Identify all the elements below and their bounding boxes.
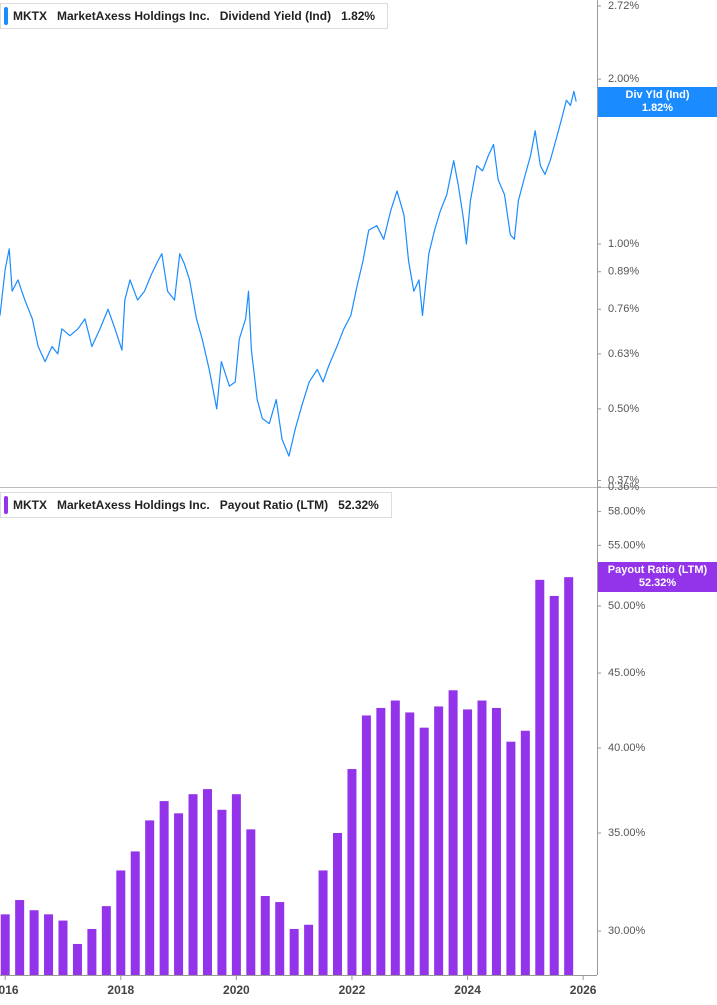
bar bbox=[246, 829, 256, 975]
last-value-tag: Payout Ratio (LTM) 52.32% bbox=[598, 562, 717, 593]
legend-swatch bbox=[4, 7, 8, 25]
bar bbox=[564, 577, 574, 975]
bar bbox=[101, 906, 111, 975]
bar bbox=[333, 832, 343, 975]
bar bbox=[304, 924, 314, 975]
bar bbox=[318, 870, 328, 975]
y-tick-label: 35.00% bbox=[608, 827, 646, 839]
bar bbox=[361, 715, 371, 975]
bar bbox=[217, 809, 227, 975]
y-tick-label: 0.37% bbox=[608, 474, 639, 486]
y-tick-label: 45.00% bbox=[608, 667, 646, 679]
bar bbox=[174, 813, 184, 975]
last-value-tag: Div Yld (Ind) 1.82% bbox=[598, 86, 717, 117]
y-tick-label: 0.89% bbox=[608, 266, 639, 278]
bar bbox=[188, 794, 198, 975]
bar bbox=[58, 920, 68, 975]
last-value: 52.32% bbox=[338, 498, 379, 512]
y-tick-label: 30.00% bbox=[608, 925, 646, 937]
series-name: Dividend Yield (Ind) bbox=[219, 9, 332, 23]
bar bbox=[130, 851, 140, 975]
line bbox=[0, 90, 577, 457]
bar bbox=[419, 727, 429, 975]
x-tick-label: 2018 bbox=[107, 983, 134, 997]
y-tick-label: 0.36% bbox=[608, 481, 639, 493]
x-tick-label: 2022 bbox=[339, 983, 366, 997]
bar bbox=[275, 902, 285, 975]
series-name: Payout Ratio (LTM) bbox=[219, 498, 329, 512]
bar bbox=[434, 706, 444, 975]
bar bbox=[520, 730, 530, 975]
tag-value: 52.32% bbox=[638, 577, 677, 590]
bar bbox=[376, 707, 386, 975]
legend-swatch bbox=[4, 496, 8, 514]
bar bbox=[87, 928, 97, 975]
bar bbox=[506, 741, 516, 975]
bar bbox=[29, 910, 39, 975]
bar bbox=[463, 709, 473, 975]
y-tick-label: 2.00% bbox=[608, 73, 639, 85]
bar bbox=[72, 943, 82, 975]
bar bbox=[0, 914, 10, 975]
bar bbox=[390, 700, 400, 975]
y-tick-label: 40.00% bbox=[608, 742, 646, 754]
x-tick-label: 2024 bbox=[454, 983, 481, 997]
bar bbox=[159, 801, 169, 975]
last-value: 1.82% bbox=[341, 9, 376, 23]
bar bbox=[260, 896, 270, 975]
y-tick-label: 50.00% bbox=[608, 600, 646, 612]
bar bbox=[405, 712, 415, 975]
y-tick-label: 0.63% bbox=[608, 348, 639, 360]
bar bbox=[44, 914, 54, 975]
x-tick-label: 2016 bbox=[0, 983, 19, 997]
y-tick-label: 2.72% bbox=[608, 0, 639, 12]
y-tick-label: 0.76% bbox=[608, 303, 639, 315]
legend: MKTX MarketAxess Holdings Inc. Dividend … bbox=[0, 3, 389, 29]
tag-value: 1.82% bbox=[641, 101, 674, 114]
x-tick-label: 2026 bbox=[570, 983, 597, 997]
legend: MKTX MarketAxess Holdings Inc. Payout Ra… bbox=[0, 492, 392, 518]
bar bbox=[347, 769, 357, 975]
ticker: MKTX bbox=[13, 498, 47, 512]
bar bbox=[15, 900, 25, 975]
bar bbox=[289, 928, 299, 975]
ticker: MKTX bbox=[13, 9, 47, 23]
bar bbox=[116, 870, 126, 975]
company: MarketAxess Holdings Inc. bbox=[57, 498, 210, 512]
bar bbox=[535, 579, 545, 975]
tag-label: Div Yld (Ind) bbox=[625, 88, 690, 101]
y-tick-label: 58.00% bbox=[608, 505, 646, 517]
bar bbox=[231, 794, 241, 975]
x-tick-label: 2020 bbox=[223, 983, 250, 997]
bar bbox=[549, 595, 559, 975]
bar bbox=[145, 820, 155, 975]
y-tick-label: 55.00% bbox=[608, 539, 646, 551]
bar bbox=[477, 700, 487, 975]
y-tick-label: 1.00% bbox=[608, 238, 639, 250]
company: MarketAxess Holdings Inc. bbox=[57, 9, 210, 23]
bar bbox=[448, 690, 458, 975]
tag-label: Payout Ratio (LTM) bbox=[607, 564, 708, 577]
bar bbox=[491, 707, 501, 975]
bar bbox=[202, 789, 212, 975]
y-tick-label: 0.50% bbox=[608, 403, 639, 415]
